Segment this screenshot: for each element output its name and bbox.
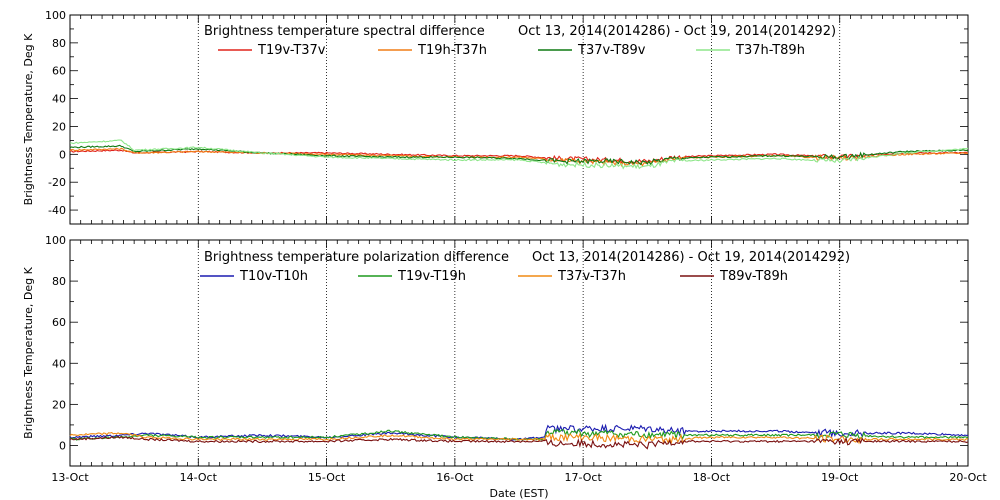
date-range-label: Oct 13, 2014(2014286) - Oct 19, 2014(201… — [532, 250, 850, 265]
series-line-t89v-t89h — [69, 435, 969, 450]
plot-frame — [69, 14, 969, 225]
x-tick-label: 19-Oct — [821, 471, 859, 484]
y-tick-label: 100 — [45, 234, 66, 247]
x-tick-label: 18-Oct — [693, 471, 731, 484]
spectral-difference-panel: -40 -20 0 20 40 60 80 100 Brightness Temperature… — [22, 9, 969, 225]
series-line-t37v-t89v — [69, 144, 969, 166]
y-tick-label: 0 — [59, 439, 66, 452]
series-line-t19h-t37h — [69, 147, 969, 168]
legend-label: T19v-T19h — [397, 269, 466, 284]
y-tick-label: 100 — [45, 9, 66, 22]
legend-label: T89v-T89h — [719, 269, 788, 284]
panel-title: Brightness temperature spectral differen… — [204, 24, 485, 39]
x-tick-label: 16-Oct — [436, 471, 474, 484]
panel-title: Brightness temperature polarization diff… — [204, 250, 509, 265]
y-tick-label: 80 — [52, 275, 66, 288]
y-tick-label: 60 — [52, 65, 66, 78]
y-tick-label: -40 — [48, 204, 66, 217]
y-tick-label: 60 — [52, 316, 66, 329]
y-tick-label: 20 — [52, 398, 66, 411]
x-axis-label: Date (EST) — [489, 487, 548, 500]
y-tick-label: -20 — [48, 176, 66, 189]
legend-label: T37h-T89h — [735, 43, 805, 58]
legend-label: T19v-T37v — [257, 43, 326, 58]
legend-label: T19h-T37h — [417, 43, 487, 58]
series-line-t37h-t89h — [69, 139, 969, 170]
x-tick-label: 20-Oct — [949, 471, 987, 484]
legend-label: T37v-T89v — [577, 43, 646, 58]
x-tick-label: 13-Oct — [51, 471, 89, 484]
y-tick-label: 80 — [52, 37, 66, 50]
y-tick-label: 40 — [52, 93, 66, 106]
legend-label: T37v-T37h — [557, 269, 626, 284]
y-tick-label: 40 — [52, 357, 66, 370]
y-tick-label: 20 — [52, 120, 66, 133]
x-tick-label: 14-Oct — [180, 471, 218, 484]
x-tick-label: 17-Oct — [564, 471, 602, 484]
y-axis-label: Brightness Temperature, Deg K — [22, 33, 35, 205]
y-axis-label: Brightness Temperature, Deg K — [22, 266, 35, 438]
y-tick-label: 0 — [59, 148, 66, 161]
date-range-label: Oct 13, 2014(2014286) - Oct 19, 2014(201… — [518, 24, 836, 39]
x-tick-label: 15-Oct — [308, 471, 346, 484]
legend-label: T10v-T10h — [239, 269, 308, 284]
polarization-difference-panel: 0 20 40 60 80 100 Brightness Temperature, Deg … — [22, 234, 987, 500]
